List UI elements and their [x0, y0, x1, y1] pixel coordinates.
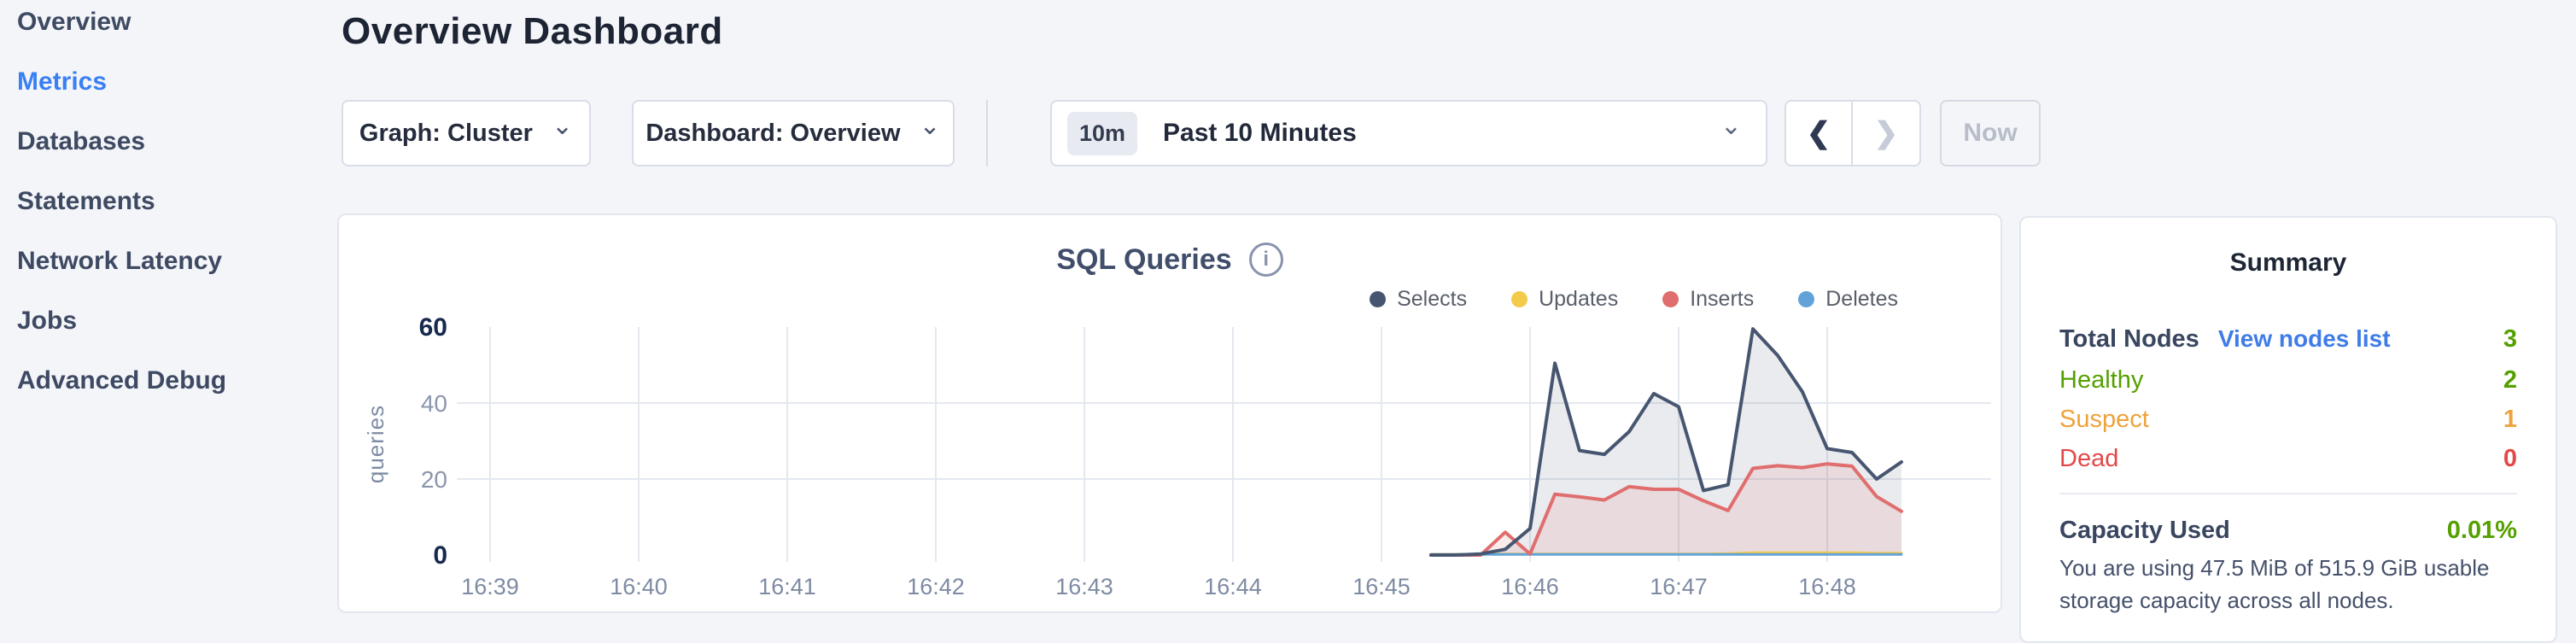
total-nodes-label: Total Nodes	[2059, 324, 2199, 353]
legend-item-inserts[interactable]: Inserts	[1662, 287, 1754, 312]
time-step-back-button[interactable]: ❮	[1786, 102, 1853, 165]
time-step-button-group: ❮ ❯	[1785, 100, 1921, 167]
node-status-label: Dead	[2059, 444, 2119, 472]
node-status-row-dead: Dead 0	[2059, 440, 2517, 477]
legend-item-deletes[interactable]: Deletes	[1798, 287, 1898, 312]
node-status-value: 2	[2503, 365, 2517, 394]
legend-label: Inserts	[1690, 287, 1755, 311]
capacity-caption: You are using 47.5 MiB of 515.9 GiB usab…	[2059, 555, 2490, 613]
now-button[interactable]: Now	[1940, 100, 2041, 167]
sidebar-item-statements[interactable]: Statements	[17, 187, 155, 215]
total-nodes-value: 3	[2503, 324, 2517, 353]
summary-panel: Summary Total Nodes View nodes list 3 He…	[2019, 216, 2557, 643]
time-step-forward-button[interactable]: ❯	[1853, 102, 1919, 165]
chevron-down-icon: ⌄	[919, 112, 941, 140]
x-tick-label: 16:41	[758, 574, 816, 599]
sidebar-item-network-latency[interactable]: Network Latency	[17, 247, 223, 275]
sidebar-item-databases[interactable]: Databases	[17, 127, 146, 155]
node-status-row-suspect: Suspect 1	[2059, 400, 2517, 438]
chevron-down-icon: ⌄	[1720, 112, 1742, 140]
x-tick-label: 16:48	[1798, 574, 1856, 599]
chart-legend: Selects Updates Inserts Deletes	[1370, 287, 1898, 312]
chart-title: SQL Queries	[1056, 243, 1232, 276]
x-tick-label: 16:46	[1501, 574, 1559, 599]
series-line-selects	[1428, 327, 1903, 557]
sidebar-item-metrics[interactable]: Metrics	[17, 67, 108, 96]
view-nodes-list-link[interactable]: View nodes list	[2217, 325, 2391, 352]
sidebar-item-jobs[interactable]: Jobs	[17, 307, 78, 335]
legend-item-updates[interactable]: Updates	[1511, 287, 1618, 312]
y-axis-label: queries	[363, 405, 388, 483]
legend-dot-icon	[1798, 291, 1815, 307]
chevron-down-icon: ⌄	[551, 112, 574, 140]
x-tick-label: 16:43	[1055, 574, 1113, 599]
sql-queries-chart: 0 20 40 60 16:39 16:40 16:41 16:42 16:43 16:44 16:…	[363, 313, 1991, 599]
chart-title-row: SQL Queries i	[339, 243, 2001, 277]
series-fill-selects	[1430, 329, 1901, 555]
node-status-row-healthy: Healthy 2	[2059, 361, 2517, 399]
controls-divider	[986, 100, 988, 167]
total-nodes-row: Total Nodes View nodes list 3	[2059, 320, 2517, 358]
x-tick-label: 16:39	[461, 574, 519, 599]
node-status-label: Suspect	[2059, 405, 2149, 433]
graph-scope-dropdown[interactable]: Graph: Cluster ⌄	[342, 100, 591, 167]
x-tick-label: 16:45	[1352, 574, 1411, 599]
summary-divider	[2059, 493, 2517, 494]
time-range-badge: 10m	[1067, 111, 1138, 155]
legend-label: Deletes	[1825, 287, 1898, 311]
legend-dot-icon	[1511, 291, 1528, 307]
time-range-label: Past 10 Minutes	[1163, 119, 1357, 147]
y-tick-label: 20	[421, 466, 447, 493]
node-status-label: Healthy	[2059, 365, 2144, 394]
y-tick-label: 40	[421, 390, 447, 417]
legend-label: Updates	[1539, 287, 1619, 311]
graph-scope-dropdown-label: Graph: Cluster	[359, 119, 533, 147]
page-title: Overview Dashboard	[342, 10, 723, 52]
sidebar-item-overview[interactable]: Overview	[17, 8, 131, 36]
x-tick-label: 16:44	[1204, 574, 1262, 599]
x-tick-label: 16:40	[610, 574, 668, 599]
legend-dot-icon	[1662, 291, 1679, 307]
node-status-value: 1	[2503, 405, 2517, 433]
series-line-inserts	[1428, 462, 1903, 557]
summary-title: Summary	[2229, 248, 2347, 277]
chevron-right-icon: ❯	[1873, 117, 1899, 149]
capacity-used-label: Capacity Used	[2059, 516, 2230, 544]
x-tick-label: 16:42	[907, 574, 965, 599]
sidebar-nav: Overview Metrics Databases Statements Networ…	[0, 0, 329, 623]
sql-queries-chart-card: SQL Queries i Selects Updates Inserts Delet…	[337, 213, 2002, 613]
legend-item-selects[interactable]: Selects	[1370, 287, 1467, 312]
y-tick-label: 60	[419, 313, 447, 342]
capacity-row: Capacity Used 0.01%	[2059, 511, 2517, 549]
dashboard-dropdown-label: Dashboard: Overview	[645, 119, 901, 147]
series-fill-inserts	[1430, 464, 1901, 555]
node-status-value: 0	[2503, 444, 2517, 472]
capacity-used-value: 0.01%	[2446, 516, 2517, 544]
info-icon[interactable]: i	[1248, 243, 1283, 277]
chevron-left-icon: ❮	[1806, 117, 1831, 149]
legend-dot-icon	[1370, 291, 1387, 307]
x-tick-label: 16:47	[1650, 574, 1708, 599]
time-range-selector[interactable]: 10m Past 10 Minutes ⌄	[1050, 100, 1767, 167]
dashboard-dropdown[interactable]: Dashboard: Overview ⌄	[632, 100, 955, 167]
y-tick-label: 0	[433, 541, 447, 570]
sidebar-item-advanced-debug[interactable]: Advanced Debug	[17, 366, 227, 395]
legend-label: Selects	[1397, 287, 1468, 311]
